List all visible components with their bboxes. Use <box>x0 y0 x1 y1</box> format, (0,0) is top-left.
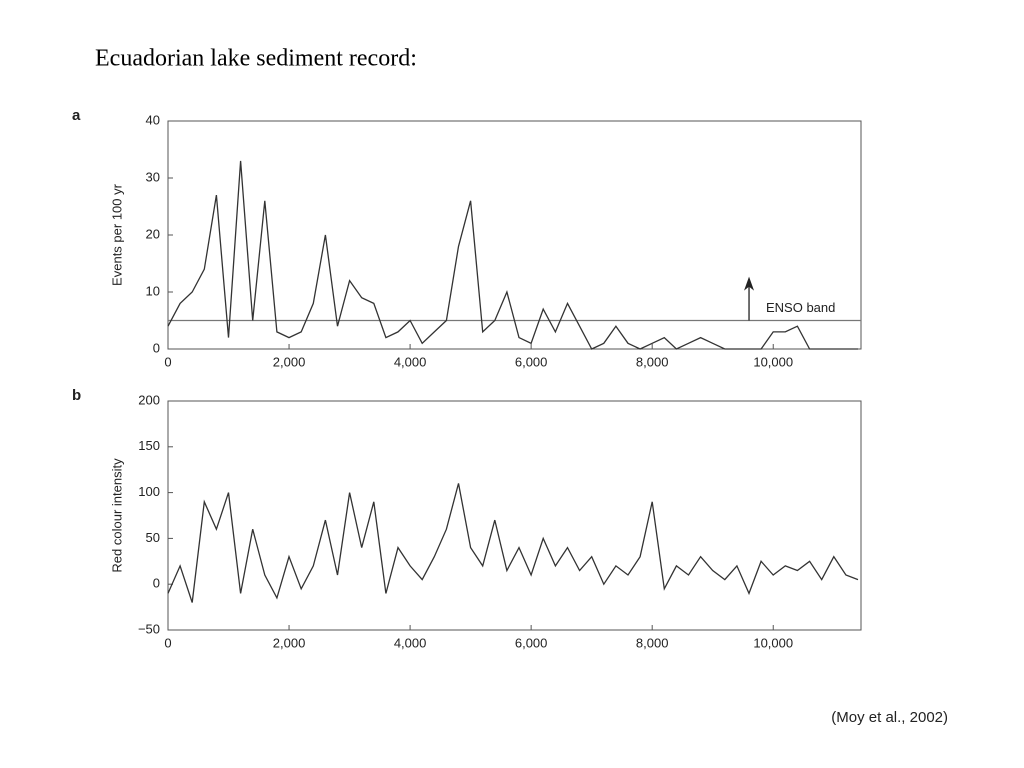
x-tick-label: 2,000 <box>273 354 306 369</box>
x-tick-label: 6,000 <box>515 635 548 650</box>
y-axis-label: Events per 100 yr <box>109 183 124 286</box>
y-tick-label: 30 <box>146 169 160 184</box>
panel-label: a <box>72 107 81 124</box>
x-tick-label: 8,000 <box>636 354 669 369</box>
arrow-head <box>744 276 755 291</box>
y-tick-label: 200 <box>138 392 160 407</box>
citation: (Moy et al., 2002) <box>831 709 948 726</box>
y-tick-label: −50 <box>138 621 160 636</box>
x-tick-label: 8,000 <box>636 635 669 650</box>
y-tick-label: 50 <box>146 530 160 545</box>
x-tick-label: 10,000 <box>753 635 793 650</box>
x-tick-label: 2,000 <box>273 635 306 650</box>
slide-title: Ecuadorian lake sediment record: <box>95 46 417 72</box>
y-tick-label: 40 <box>146 112 160 127</box>
y-axis-label: Red colour intensity <box>109 458 124 573</box>
plot-frame <box>167 400 862 631</box>
y-tick-label: 150 <box>138 438 160 453</box>
x-tick-label: 4,000 <box>394 635 427 650</box>
panel-label: b <box>72 387 81 404</box>
y-tick-label: 0 <box>153 576 160 591</box>
y-tick-label: 10 <box>146 283 160 298</box>
data-line <box>167 160 858 350</box>
plot-frame <box>167 120 862 350</box>
x-tick-label: 10,000 <box>753 354 793 369</box>
y-tick-label: 100 <box>138 484 160 499</box>
reference-label: ENSO band <box>766 300 835 315</box>
x-tick-label: 6,000 <box>515 354 548 369</box>
x-tick-label: 0 <box>164 354 171 369</box>
y-tick-label: 20 <box>146 226 160 241</box>
x-tick-label: 0 <box>164 635 171 650</box>
y-tick-label: 0 <box>153 340 160 355</box>
x-tick-label: 4,000 <box>394 354 427 369</box>
data-line <box>167 483 859 603</box>
